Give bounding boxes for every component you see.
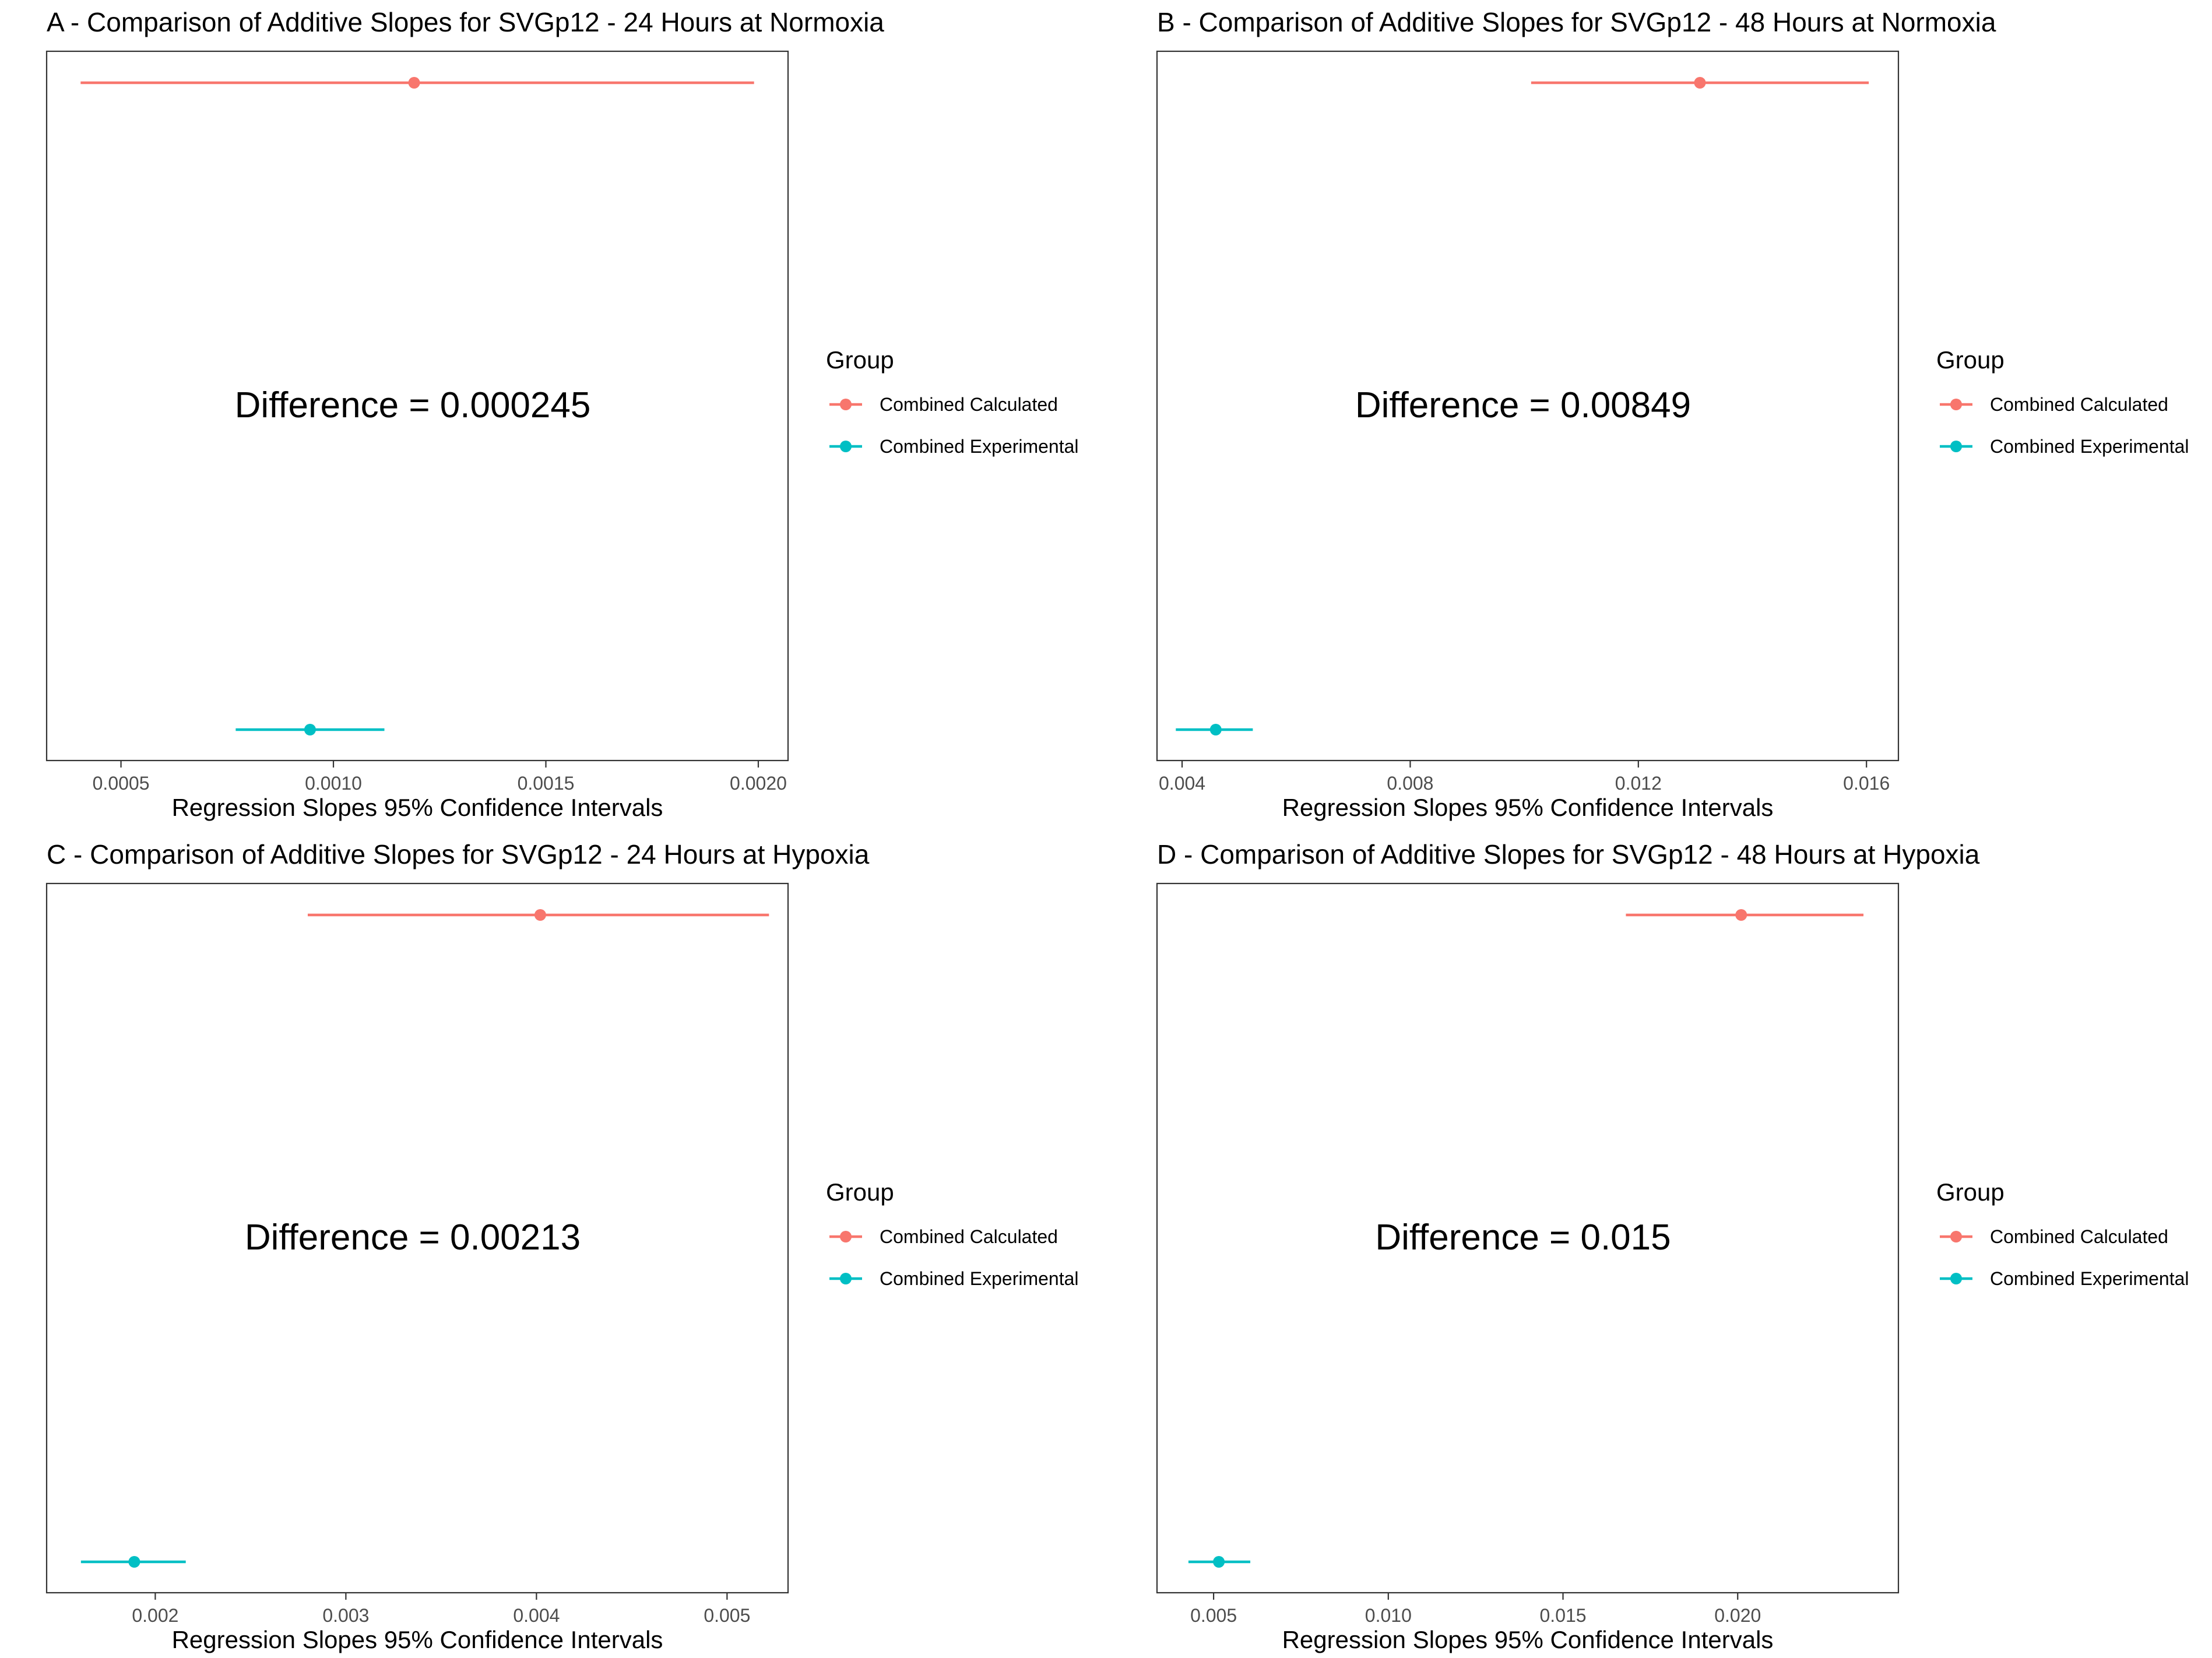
x-axis-label: Regression Slopes 95% Confidence Interva… — [172, 1626, 663, 1653]
x-tick-label: 0.004 — [513, 1605, 560, 1626]
point-estimate-calculated — [1735, 909, 1747, 921]
x-tick-label: 0.0010 — [305, 773, 362, 794]
x-tick-label: 0.015 — [1540, 1605, 1587, 1626]
x-axis-label: Regression Slopes 95% Confidence Interva… — [1282, 1626, 1774, 1653]
legend-title: Group — [1936, 1178, 2004, 1206]
legend-key-point-calculated — [840, 399, 852, 410]
legend-item-calculated: Combined Calculated — [880, 394, 1058, 415]
x-tick-label: 0.0015 — [518, 773, 575, 794]
legend-item-calculated: Combined Calculated — [880, 1226, 1058, 1247]
difference-annotation: Difference = 0.00213 — [245, 1217, 581, 1258]
point-estimate-experimental — [1209, 724, 1222, 735]
point-estimate-calculated — [534, 909, 546, 921]
legend-key-point-calculated — [1950, 399, 1962, 410]
chart-panel-b: B - Comparison of Additive Slopes for SV… — [1156, 7, 2189, 821]
chart-title: C - Comparison of Additive Slopes for SV… — [47, 839, 870, 870]
x-axis-label: Regression Slopes 95% Confidence Interva… — [1282, 794, 1774, 821]
plot-border — [45, 50, 789, 762]
legend-item-experimental: Combined Experimental — [880, 1268, 1079, 1289]
x-tick-label: 0.004 — [1159, 773, 1205, 794]
legend-item-calculated: Combined Calculated — [1990, 394, 2168, 415]
legend-key-point-experimental — [1950, 441, 1962, 452]
point-estimate-experimental — [128, 1556, 140, 1568]
x-tick-label: 0.005 — [704, 1605, 750, 1626]
legend-key-point-experimental — [840, 441, 852, 452]
legend-title: Group — [1936, 346, 2004, 374]
legend-key-point-calculated — [1950, 1231, 1962, 1242]
chart-panel-d: D - Comparison of Additive Slopes for SV… — [1156, 839, 2189, 1653]
legend-title: Group — [826, 1178, 894, 1206]
legend-key-point-experimental — [1950, 1273, 1962, 1284]
x-axis-label: Regression Slopes 95% Confidence Interva… — [172, 794, 663, 821]
point-estimate-calculated — [408, 77, 420, 89]
legend-key-point-experimental — [840, 1273, 852, 1284]
x-tick-label: 0.0005 — [93, 773, 150, 794]
point-estimate-calculated — [1694, 77, 1706, 89]
legend-item-experimental: Combined Experimental — [1990, 1268, 2189, 1289]
x-tick-label: 0.0020 — [730, 773, 787, 794]
chart-title: D - Comparison of Additive Slopes for SV… — [1157, 839, 1980, 870]
x-tick-label: 0.016 — [1843, 773, 1890, 794]
x-tick-label: 0.008 — [1387, 773, 1433, 794]
x-tick-label: 0.010 — [1365, 1605, 1412, 1626]
chart-title: B - Comparison of Additive Slopes for SV… — [1157, 7, 1996, 37]
legend-title: Group — [826, 346, 894, 374]
legend-item-experimental: Combined Experimental — [880, 436, 1079, 457]
plot-border — [45, 882, 789, 1594]
x-tick-label: 0.020 — [1714, 1605, 1761, 1626]
chart-panel-c: C - Comparison of Additive Slopes for SV… — [45, 839, 1079, 1653]
difference-annotation: Difference = 0.000245 — [235, 385, 591, 425]
x-tick-label: 0.005 — [1190, 1605, 1237, 1626]
legend-item-experimental: Combined Experimental — [1990, 436, 2189, 457]
point-estimate-experimental — [304, 724, 316, 735]
x-tick-label: 0.012 — [1615, 773, 1662, 794]
x-tick-label: 0.003 — [322, 1605, 369, 1626]
chart-title: A - Comparison of Additive Slopes for SV… — [47, 7, 884, 37]
chart-panel-a: A - Comparison of Additive Slopes for SV… — [45, 7, 1079, 821]
plot-border — [1156, 50, 1900, 762]
legend-item-calculated: Combined Calculated — [1990, 1226, 2168, 1247]
difference-annotation: Difference = 0.00849 — [1355, 385, 1691, 425]
point-estimate-experimental — [1213, 1556, 1225, 1568]
legend-key-point-calculated — [840, 1231, 852, 1242]
plot-border — [1156, 882, 1900, 1594]
difference-annotation: Difference = 0.015 — [1375, 1217, 1671, 1258]
x-tick-label: 0.002 — [132, 1605, 178, 1626]
